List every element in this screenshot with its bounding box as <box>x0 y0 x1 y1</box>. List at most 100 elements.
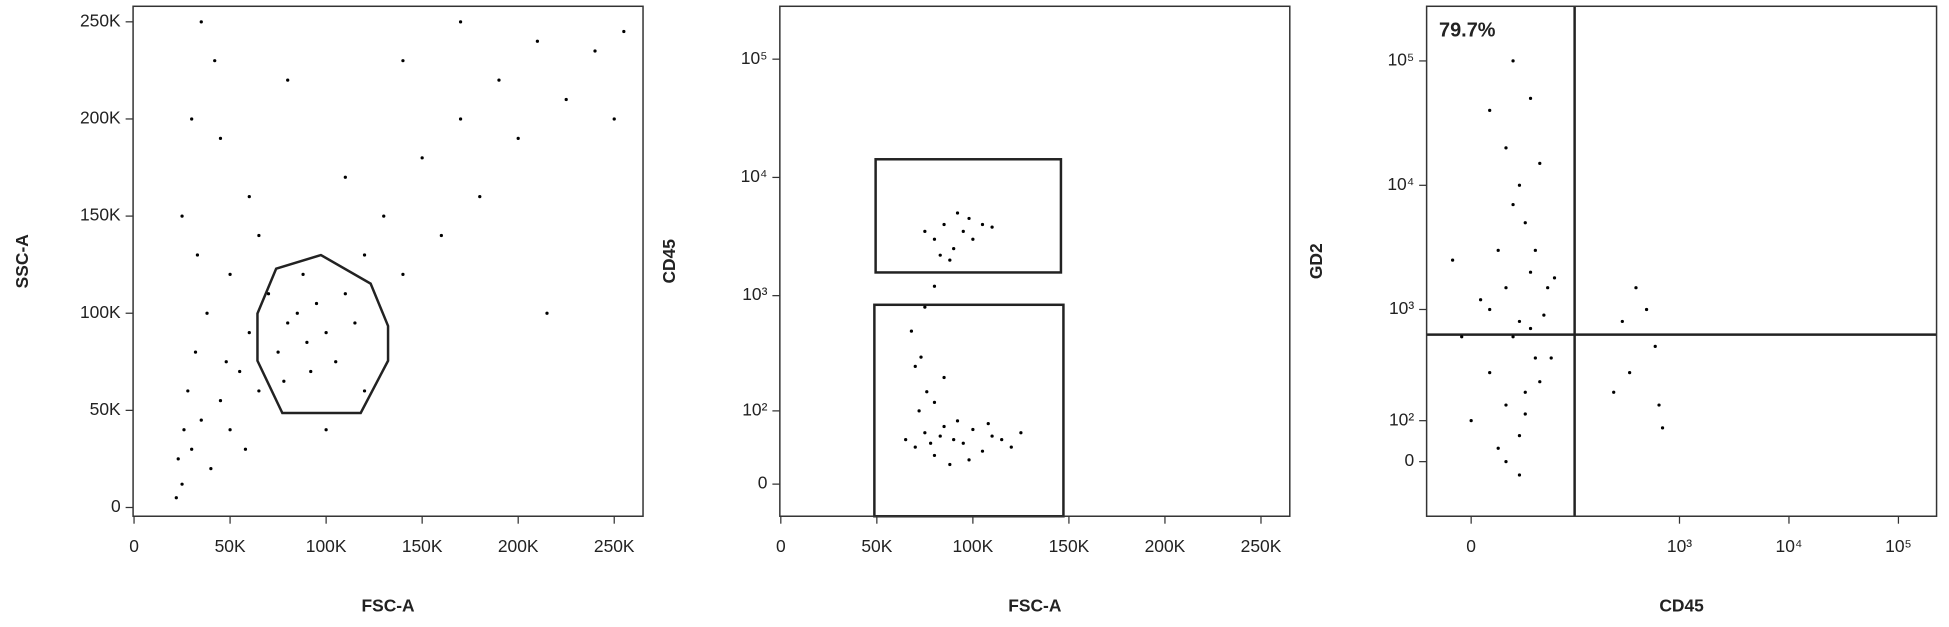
event-dot <box>1528 270 1533 274</box>
event-dot <box>952 437 956 442</box>
y-tick-label: 10⁴ <box>1387 174 1414 194</box>
event-dot <box>1488 307 1492 312</box>
event-dot <box>593 49 597 53</box>
event-dot <box>948 462 952 467</box>
event-dot <box>190 117 194 121</box>
event-dot <box>961 441 965 445</box>
event-dot <box>564 97 568 102</box>
event-dot <box>209 467 213 471</box>
event-dot <box>1523 221 1527 225</box>
event-dot <box>182 428 186 432</box>
y-tick-label: 10³ <box>742 284 767 304</box>
y-tick-label: 100K <box>80 302 121 322</box>
x-tick-label: 150K <box>1049 536 1090 556</box>
x-tick-label: 0 <box>1466 536 1476 556</box>
event-dot <box>478 195 482 199</box>
event-dot <box>1517 319 1522 324</box>
event-dot <box>1469 419 1473 423</box>
event-dot <box>401 59 405 63</box>
event-dot <box>942 424 946 429</box>
event-dot <box>1528 326 1533 331</box>
event-dot <box>1634 286 1638 290</box>
event-dot <box>990 434 994 438</box>
event-dot <box>622 29 626 34</box>
event-dot <box>967 216 971 221</box>
event-dot <box>1546 286 1550 290</box>
event-dot <box>314 301 319 306</box>
event-dot <box>980 449 985 453</box>
y-tick-label: 50K <box>90 399 121 419</box>
x-axis-title: CD45 <box>1659 596 1704 616</box>
event-dot <box>343 292 347 296</box>
event-dot <box>458 117 463 121</box>
event-dot <box>1549 356 1553 360</box>
event-dot <box>439 233 443 238</box>
event-dot <box>1542 313 1546 317</box>
event-dot <box>1538 380 1542 384</box>
x-axis-title: FSC-A <box>361 596 415 616</box>
event-dot <box>938 434 942 438</box>
event-dot <box>295 311 299 315</box>
event-dot <box>1460 335 1464 339</box>
event-dot <box>353 321 357 325</box>
plot-frame <box>132 5 644 517</box>
event-dot <box>938 253 942 257</box>
event-dot <box>1496 446 1500 450</box>
event-dot <box>986 421 990 426</box>
x-tick-label: 100K <box>953 536 994 556</box>
event-dot <box>1009 445 1013 449</box>
event-dot <box>913 364 917 368</box>
y-tick-label: 0 <box>1404 450 1414 470</box>
y-tick-label: 10⁵ <box>1388 50 1415 70</box>
event-dot <box>243 447 248 451</box>
event-dot <box>535 39 540 43</box>
event-dot <box>971 237 975 241</box>
x-tick-label: 10⁵ <box>1885 536 1912 556</box>
event-dot <box>967 458 971 462</box>
event-dot <box>282 379 286 383</box>
x-tick-label: 10⁴ <box>1776 536 1803 556</box>
event-dot <box>199 418 203 422</box>
event-dot <box>1644 307 1649 312</box>
event-dot <box>180 214 184 218</box>
event-dot <box>362 389 367 393</box>
gate-rect <box>874 158 1063 274</box>
event-dot <box>218 136 223 141</box>
event-dot <box>205 311 209 315</box>
x-tick-label: 150K <box>402 536 443 556</box>
event-dot <box>1653 344 1657 348</box>
event-dot <box>174 496 178 500</box>
x-tick-label: 0 <box>776 536 786 556</box>
y-axis-title: GD2 <box>1306 243 1326 279</box>
plot-frame <box>779 5 1291 517</box>
event-dot <box>257 389 261 393</box>
event-dot <box>1517 183 1522 187</box>
y-tick-label: 10³ <box>1389 298 1414 318</box>
y-tick-label: 10⁴ <box>741 166 768 186</box>
event-dot <box>923 305 927 309</box>
event-dot <box>1504 460 1508 464</box>
event-dot <box>218 399 223 403</box>
event-dot <box>925 390 929 394</box>
event-dot <box>932 453 937 458</box>
event-dot <box>904 437 908 442</box>
event-dot <box>917 409 921 413</box>
event-dot <box>193 350 198 354</box>
event-dot <box>1488 371 1492 375</box>
gate-rect <box>873 303 1065 518</box>
event-dot <box>401 272 405 276</box>
event-dot <box>1517 473 1522 477</box>
event-dot <box>1511 335 1515 339</box>
event-dot <box>955 211 960 215</box>
event-dot <box>1612 390 1616 394</box>
event-dot <box>324 331 328 335</box>
event-dot <box>458 20 463 24</box>
gate-polygon <box>256 253 390 415</box>
event-dot <box>545 311 549 315</box>
event-dot <box>1450 258 1455 262</box>
event-dot <box>980 222 985 227</box>
event-dot <box>942 222 946 227</box>
event-dot <box>190 447 194 451</box>
